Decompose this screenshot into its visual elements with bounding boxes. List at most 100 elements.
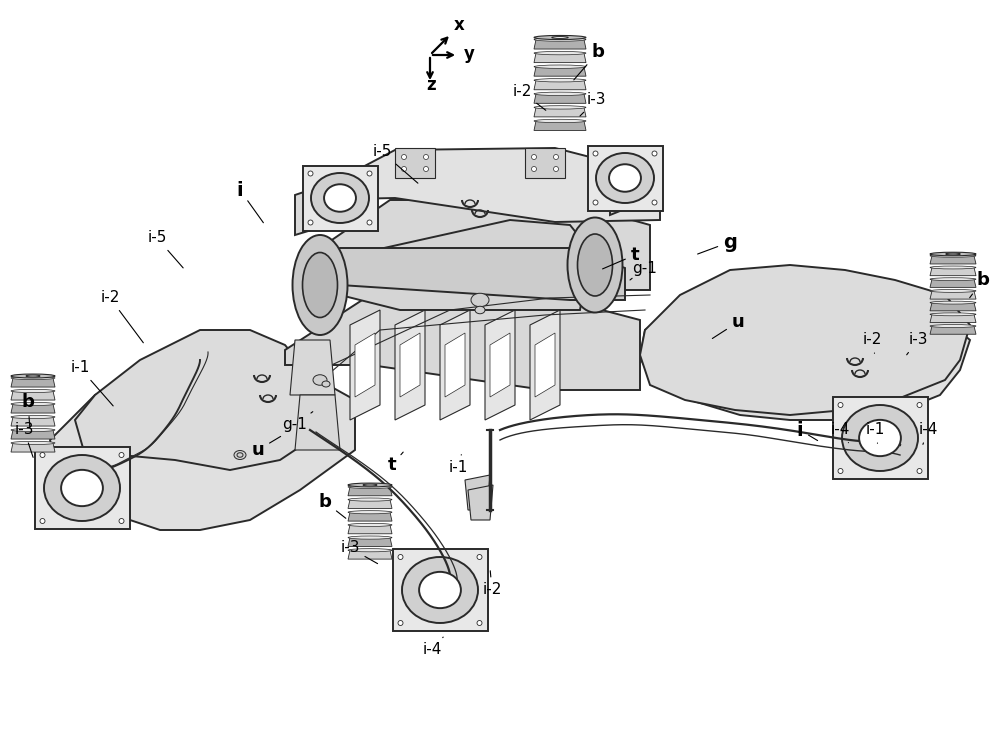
Polygon shape bbox=[534, 39, 586, 49]
Polygon shape bbox=[295, 248, 625, 300]
Text: i-5: i-5 bbox=[372, 145, 418, 183]
Polygon shape bbox=[640, 290, 970, 420]
Ellipse shape bbox=[308, 220, 313, 225]
Ellipse shape bbox=[348, 536, 392, 539]
Ellipse shape bbox=[652, 200, 657, 205]
Ellipse shape bbox=[234, 450, 246, 459]
Ellipse shape bbox=[11, 374, 55, 378]
Polygon shape bbox=[395, 310, 425, 420]
Bar bbox=[392, 549, 488, 631]
Ellipse shape bbox=[363, 484, 377, 486]
Ellipse shape bbox=[532, 166, 536, 172]
Ellipse shape bbox=[652, 151, 657, 156]
Ellipse shape bbox=[838, 469, 843, 474]
Text: i-2: i-2 bbox=[512, 85, 546, 110]
Text: i-1: i-1 bbox=[865, 423, 885, 443]
Ellipse shape bbox=[11, 429, 55, 431]
Ellipse shape bbox=[424, 155, 428, 159]
Ellipse shape bbox=[308, 171, 313, 176]
Polygon shape bbox=[75, 330, 310, 470]
Bar bbox=[832, 397, 928, 479]
Ellipse shape bbox=[930, 325, 976, 328]
Polygon shape bbox=[348, 550, 392, 559]
Ellipse shape bbox=[348, 483, 392, 487]
Polygon shape bbox=[348, 487, 392, 496]
Polygon shape bbox=[11, 430, 55, 439]
Polygon shape bbox=[295, 395, 340, 450]
Ellipse shape bbox=[593, 151, 598, 156]
Ellipse shape bbox=[348, 498, 392, 502]
Text: i-2: i-2 bbox=[862, 332, 882, 353]
Polygon shape bbox=[930, 255, 976, 264]
Polygon shape bbox=[485, 310, 515, 420]
Polygon shape bbox=[348, 512, 392, 521]
Ellipse shape bbox=[554, 166, 558, 172]
Ellipse shape bbox=[609, 164, 641, 192]
Polygon shape bbox=[534, 107, 586, 117]
Polygon shape bbox=[535, 333, 555, 397]
Polygon shape bbox=[300, 148, 660, 222]
Text: i-3: i-3 bbox=[907, 332, 928, 355]
Ellipse shape bbox=[534, 106, 586, 109]
Text: i: i bbox=[237, 180, 263, 223]
Bar bbox=[34, 447, 130, 529]
Polygon shape bbox=[465, 475, 490, 510]
Text: i-4: i-4 bbox=[830, 423, 850, 442]
Polygon shape bbox=[534, 80, 586, 90]
Polygon shape bbox=[440, 310, 470, 420]
Polygon shape bbox=[930, 326, 976, 334]
Polygon shape bbox=[290, 340, 335, 395]
Ellipse shape bbox=[311, 173, 369, 223]
Ellipse shape bbox=[534, 119, 586, 123]
Polygon shape bbox=[350, 310, 380, 420]
Ellipse shape bbox=[596, 153, 654, 203]
Polygon shape bbox=[930, 291, 976, 299]
Ellipse shape bbox=[348, 511, 392, 514]
Ellipse shape bbox=[119, 518, 124, 523]
Text: g: g bbox=[698, 232, 737, 254]
Ellipse shape bbox=[946, 253, 960, 255]
Ellipse shape bbox=[119, 453, 124, 458]
Text: z: z bbox=[426, 76, 436, 94]
Ellipse shape bbox=[322, 381, 330, 387]
Ellipse shape bbox=[917, 402, 922, 407]
Ellipse shape bbox=[324, 184, 356, 212]
Polygon shape bbox=[310, 200, 650, 290]
Ellipse shape bbox=[402, 557, 478, 623]
Ellipse shape bbox=[534, 51, 586, 55]
Ellipse shape bbox=[842, 405, 918, 471]
Polygon shape bbox=[930, 267, 976, 276]
Text: i-2: i-2 bbox=[482, 571, 502, 597]
Polygon shape bbox=[490, 333, 510, 397]
Ellipse shape bbox=[534, 38, 586, 41]
Text: g-1: g-1 bbox=[630, 261, 657, 280]
Ellipse shape bbox=[398, 555, 403, 559]
Text: i-5: i-5 bbox=[147, 231, 183, 268]
Text: i-1: i-1 bbox=[448, 455, 468, 475]
Polygon shape bbox=[320, 220, 590, 310]
Text: u: u bbox=[252, 437, 281, 459]
Polygon shape bbox=[11, 417, 55, 426]
Ellipse shape bbox=[402, 166, 406, 172]
Polygon shape bbox=[610, 155, 660, 215]
Polygon shape bbox=[468, 485, 493, 520]
Ellipse shape bbox=[930, 266, 976, 269]
Ellipse shape bbox=[930, 253, 976, 256]
Ellipse shape bbox=[348, 549, 392, 552]
Ellipse shape bbox=[859, 420, 901, 456]
Ellipse shape bbox=[11, 377, 55, 380]
Ellipse shape bbox=[532, 155, 536, 159]
Ellipse shape bbox=[40, 518, 45, 523]
Text: i-1: i-1 bbox=[70, 361, 113, 406]
Text: u: u bbox=[712, 313, 744, 339]
Ellipse shape bbox=[930, 289, 976, 292]
Text: b: b bbox=[970, 271, 989, 298]
Ellipse shape bbox=[534, 36, 586, 39]
Ellipse shape bbox=[930, 301, 976, 304]
Ellipse shape bbox=[313, 374, 327, 385]
Ellipse shape bbox=[424, 166, 428, 172]
Ellipse shape bbox=[292, 235, 348, 335]
Polygon shape bbox=[534, 121, 586, 131]
Bar bbox=[302, 166, 378, 231]
Polygon shape bbox=[530, 310, 560, 420]
